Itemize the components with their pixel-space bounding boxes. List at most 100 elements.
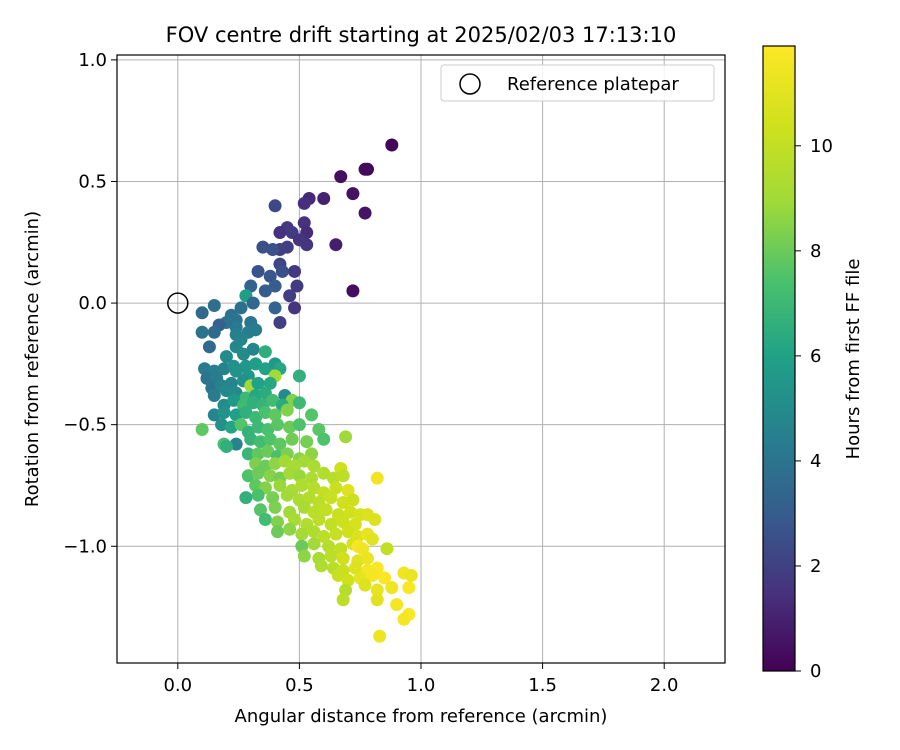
colorbar-tick-label: 4 bbox=[810, 451, 821, 472]
legend-marker-open-circle bbox=[459, 73, 481, 95]
data-point bbox=[251, 264, 265, 278]
data-point bbox=[360, 551, 374, 565]
data-point bbox=[249, 323, 263, 337]
data-point bbox=[207, 408, 221, 422]
colorbar-tick-label: 8 bbox=[810, 241, 821, 262]
data-point bbox=[195, 423, 209, 437]
colorbar-tick-label: 6 bbox=[810, 346, 821, 367]
data-point bbox=[263, 269, 277, 283]
data-point bbox=[288, 264, 302, 278]
data-point bbox=[295, 527, 309, 541]
data-point bbox=[217, 362, 231, 376]
data-point bbox=[244, 279, 258, 293]
x-tick-label: 0.0 bbox=[163, 675, 192, 696]
data-point bbox=[251, 488, 265, 502]
data-point bbox=[258, 513, 272, 527]
data-point bbox=[251, 420, 265, 434]
data-point bbox=[297, 454, 311, 468]
data-point bbox=[253, 435, 267, 449]
data-point bbox=[307, 537, 321, 551]
data-point bbox=[317, 432, 331, 446]
data-point bbox=[246, 396, 260, 410]
data-point bbox=[346, 493, 360, 507]
data-point bbox=[273, 226, 287, 240]
x-tick-label: 2.0 bbox=[650, 675, 679, 696]
data-point bbox=[297, 500, 311, 514]
data-point bbox=[249, 410, 263, 424]
data-point bbox=[217, 406, 231, 420]
data-point bbox=[249, 478, 263, 492]
data-point bbox=[239, 406, 253, 420]
data-point bbox=[271, 418, 285, 432]
data-point bbox=[336, 551, 350, 565]
x-tick-label: 0.5 bbox=[285, 675, 314, 696]
data-point bbox=[244, 432, 258, 446]
data-point bbox=[241, 447, 255, 461]
data-point bbox=[319, 503, 333, 517]
data-point bbox=[292, 369, 306, 383]
data-point bbox=[271, 525, 285, 539]
data-point bbox=[326, 471, 340, 485]
data-point bbox=[229, 437, 243, 451]
grid bbox=[117, 55, 725, 663]
data-point bbox=[202, 340, 216, 354]
data-point bbox=[285, 432, 299, 446]
data-point bbox=[261, 423, 275, 437]
data-point bbox=[258, 284, 272, 298]
data-point bbox=[358, 578, 372, 592]
data-point bbox=[246, 296, 260, 310]
legend-label: Reference platepar bbox=[507, 74, 679, 95]
data-point bbox=[207, 325, 221, 339]
data-point bbox=[370, 583, 384, 597]
data-point bbox=[292, 233, 306, 247]
data-point bbox=[307, 481, 321, 495]
data-point bbox=[317, 530, 331, 544]
data-point bbox=[251, 376, 265, 390]
data-point bbox=[253, 503, 267, 517]
data-point bbox=[334, 542, 348, 556]
reference-platepar-marker bbox=[167, 292, 189, 314]
data-point bbox=[263, 432, 277, 446]
y-axis: 1.0 0.5 0.0 −0.5 −1.0 bbox=[63, 50, 117, 557]
colorbar-label: Hours from first FF file bbox=[843, 259, 864, 460]
data-point bbox=[329, 238, 343, 252]
data-point bbox=[207, 388, 221, 402]
data-point bbox=[341, 525, 355, 539]
data-point bbox=[385, 581, 399, 595]
data-point bbox=[283, 522, 297, 536]
data-point bbox=[343, 505, 357, 519]
data-point bbox=[356, 542, 370, 556]
data-point bbox=[390, 598, 404, 612]
data-point bbox=[368, 513, 382, 527]
data-point bbox=[307, 459, 321, 473]
data-point bbox=[268, 457, 282, 471]
data-point bbox=[256, 240, 270, 254]
data-point bbox=[280, 488, 294, 502]
colorbar: 0 2 4 6 8 10 Hours from first FF file bbox=[762, 45, 864, 682]
data-point bbox=[200, 371, 214, 385]
data-point bbox=[341, 573, 355, 587]
data-point bbox=[266, 393, 280, 407]
data-point bbox=[297, 216, 311, 230]
data-point bbox=[234, 301, 248, 315]
data-point bbox=[224, 420, 238, 434]
data-point bbox=[336, 469, 350, 483]
data-point bbox=[378, 571, 392, 585]
data-point bbox=[266, 243, 280, 257]
data-point bbox=[229, 364, 243, 378]
chart-title: FOV centre drift starting at 2025/02/03 … bbox=[166, 23, 677, 47]
data-point bbox=[297, 196, 311, 210]
data-point bbox=[336, 515, 350, 529]
data-point bbox=[292, 469, 306, 483]
data-point bbox=[283, 420, 297, 434]
colorbar-tick-label: 0 bbox=[810, 661, 821, 682]
legend: Reference platepar bbox=[440, 64, 715, 102]
data-point bbox=[263, 376, 277, 390]
data-point bbox=[227, 393, 241, 407]
data-point bbox=[246, 342, 260, 356]
data-point bbox=[373, 629, 387, 643]
data-point bbox=[271, 515, 285, 529]
data-point bbox=[317, 191, 331, 205]
data-point bbox=[283, 466, 297, 480]
data-point bbox=[300, 435, 314, 449]
